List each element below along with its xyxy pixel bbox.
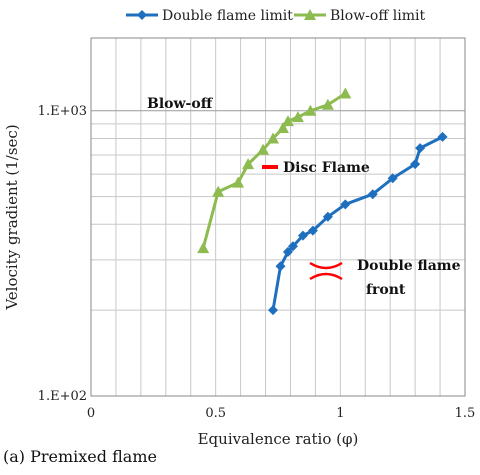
data-point	[367, 189, 378, 200]
data-point	[321, 98, 334, 110]
annotation-front: front	[366, 282, 406, 298]
x-tick-label: 1.5	[455, 406, 476, 421]
data-point	[304, 104, 317, 116]
diamond-marker-icon	[137, 10, 147, 20]
data-point	[242, 158, 255, 170]
data-point	[281, 115, 294, 127]
x-axis-title: Equivalence ratio (φ)	[198, 430, 359, 448]
annotation-disc-flame: Disc Flame	[283, 160, 370, 176]
series	[197, 87, 448, 316]
data-point	[212, 185, 225, 197]
data-point	[415, 143, 426, 154]
data-point	[287, 241, 298, 252]
x-tick-label: 0	[87, 406, 95, 421]
data-point	[340, 199, 351, 210]
data-point	[410, 159, 421, 170]
plot-background	[91, 38, 465, 396]
y-tick-labels: 1.E+02 1.E+03	[38, 104, 87, 404]
legend-label-blow-off: Blow-off limit	[330, 8, 425, 24]
figure-caption: (a) Premixed flame	[3, 447, 157, 466]
plot-frame	[90, 37, 466, 397]
data-point	[276, 122, 289, 134]
series-double-flame-limit	[268, 131, 448, 316]
y-axis-title: Velocity gradient (1/sec)	[3, 124, 21, 310]
legend-label-double-flame: Double flame limit	[162, 8, 293, 24]
data-point	[387, 173, 398, 184]
data-point	[232, 176, 245, 188]
legend-item-double-flame: Double flame limit	[126, 8, 293, 24]
series-blow-off-limit	[197, 87, 352, 254]
annotation-blow-off: Blow-off	[147, 96, 214, 112]
legend: Double flame limit Blow-off limit	[126, 8, 425, 24]
data-point	[197, 242, 210, 254]
annotation-double-flame: Double flame	[357, 258, 461, 274]
y-tick-label: 1.E+02	[38, 389, 87, 404]
data-point	[322, 211, 333, 222]
data-point	[268, 305, 279, 316]
y-tick-label: 1.E+03	[38, 104, 87, 119]
grid	[91, 38, 465, 396]
triangle-marker-icon	[304, 9, 316, 20]
double-flame-front-icon	[309, 261, 343, 281]
data-point	[307, 225, 318, 236]
data-point	[275, 261, 286, 272]
data-point	[437, 131, 448, 142]
data-point	[291, 111, 304, 123]
data-point	[257, 143, 270, 155]
data-point	[297, 230, 308, 241]
x-tick-label: 1	[336, 406, 344, 421]
legend-item-blow-off: Blow-off limit	[294, 8, 425, 24]
x-tick-labels: 0 0.5 1 1.5	[87, 406, 475, 421]
data-point	[267, 132, 280, 144]
data-point	[282, 246, 293, 257]
data-point	[339, 87, 352, 99]
x-tick-label: 0.5	[205, 406, 226, 421]
